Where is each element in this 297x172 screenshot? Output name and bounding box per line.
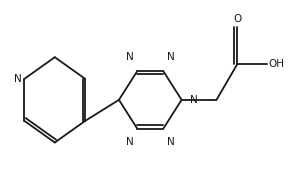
Text: OH: OH: [268, 59, 284, 69]
Text: N: N: [167, 52, 175, 62]
Text: N: N: [126, 137, 133, 147]
Text: N: N: [14, 74, 22, 84]
Text: N: N: [190, 95, 198, 105]
Text: N: N: [126, 52, 133, 62]
Text: O: O: [233, 14, 241, 24]
Text: N: N: [167, 137, 175, 147]
